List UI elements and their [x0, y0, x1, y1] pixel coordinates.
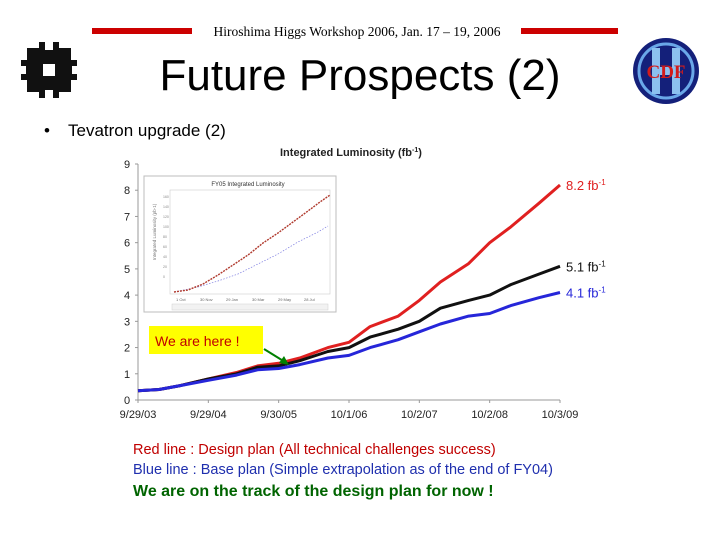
slide-title: Future Prospects (2) [159, 51, 561, 100]
svg-text:30 Nov: 30 Nov [200, 297, 213, 302]
y-tick-label: 0 [124, 395, 130, 407]
y-tick-label: 3 [124, 316, 130, 328]
inset-x-ticks: 1 Oct 30 Nov 29 Jan 30 Mar 29 May 28 Jul [176, 297, 315, 302]
bullet-dot-icon: • [44, 121, 50, 140]
svg-text:0: 0 [163, 275, 165, 279]
x-tick-label: 10/2/07 [401, 409, 438, 421]
y-tick-label: 2 [124, 343, 130, 355]
inset-actual-curve [173, 194, 331, 293]
svg-text:1 Oct: 1 Oct [176, 297, 186, 302]
svg-text:80: 80 [163, 235, 167, 239]
svg-text:100: 100 [163, 225, 169, 229]
x-tick-label: 10/2/08 [471, 409, 508, 421]
svg-text:140: 140 [163, 205, 169, 209]
inset-plot-area [169, 189, 331, 295]
design-plan-end-label: 8.2 fb-1 [566, 178, 606, 193]
bullet-item: • Tevatron upgrade (2) [44, 121, 226, 141]
inset-chart: FY05 Integrated Luminosity 160 140 120 100… [143, 175, 337, 313]
x-tick-label: 10/1/06 [331, 409, 368, 421]
current-position-annotation: We are here ! [149, 326, 289, 365]
cdf-logo: CDF [633, 38, 699, 104]
bullet-text: Tevatron upgrade (2) [68, 121, 226, 140]
y-tick-label: 6 [124, 238, 130, 250]
svg-text:20: 20 [163, 265, 167, 269]
x-tick-label: 9/29/03 [120, 409, 157, 421]
fermilab-logo [14, 40, 84, 100]
workshop-heading: Hiroshima Higgs Workshop 2006, Jan. 17 –… [213, 24, 501, 39]
actual-end-label: 5.1 fb-1 [566, 259, 606, 274]
y-tick-label: 7 [124, 211, 130, 223]
base-plan-end-label: 4.1 fb-1 [566, 285, 606, 300]
chart-title: Integrated Luminosity (fb-1) [280, 147, 422, 159]
inset-design-curve [173, 225, 329, 293]
inset-ylabel: Integrated Luminosity (pb-1) [152, 203, 157, 260]
cdf-logo-text: CDF [646, 62, 685, 83]
svg-text:28 Jul: 28 Jul [304, 297, 315, 302]
annotation-box [149, 326, 263, 354]
x-tick-label: 10/3/09 [542, 409, 579, 421]
x-tick-label: 9/29/04 [190, 409, 227, 421]
end-value-labels: 8.2 fb-1 5.1 fb-1 4.1 fb-1 [566, 178, 606, 301]
svg-text:60: 60 [163, 245, 167, 249]
y-tick-label: 5 [124, 264, 130, 276]
svg-text:160: 160 [163, 195, 169, 199]
svg-text:30 Mar: 30 Mar [252, 297, 265, 302]
inset-y-ticks: 160 140 120 100 80 60 40 20 0 [163, 195, 169, 279]
svg-text:40: 40 [163, 255, 167, 259]
header-rule-left [92, 28, 192, 34]
base-plan-caption: Blue line : Base plan (Simple extrapolat… [133, 462, 553, 478]
inset-legend [171, 303, 329, 311]
inset-title: FY05 Integrated Luminosity [211, 182, 284, 188]
y-tick-label: 1 [124, 369, 130, 381]
y-tick-label: 4 [124, 290, 130, 302]
chart-series [137, 183, 561, 393]
design-plan-caption: Red line : Design plan (All technical ch… [133, 442, 496, 458]
chart-axes: 0 1 2 3 4 5 6 7 8 9 9/29/03 9/29/04 9/30/05 10/1/06 10… [120, 159, 579, 421]
series-line [137, 291, 561, 393]
header-rule-right [521, 28, 618, 34]
y-tick-label: 9 [124, 159, 130, 171]
luminosity-chart: Integrated Luminosity (fb-1) 0 1 2 3 4 5 6 7 8 9 9… [120, 147, 607, 421]
annotation-text: We are here ! [155, 333, 240, 349]
svg-text:29 May: 29 May [278, 297, 291, 302]
x-tick-label: 9/30/05 [260, 409, 297, 421]
y-tick-label: 8 [124, 185, 130, 197]
svg-text:120: 120 [163, 215, 169, 219]
annotation-arrow-head [279, 356, 289, 365]
status-caption: We are on the track of the design plan f… [133, 483, 494, 500]
svg-text:29 Jan: 29 Jan [226, 297, 238, 302]
